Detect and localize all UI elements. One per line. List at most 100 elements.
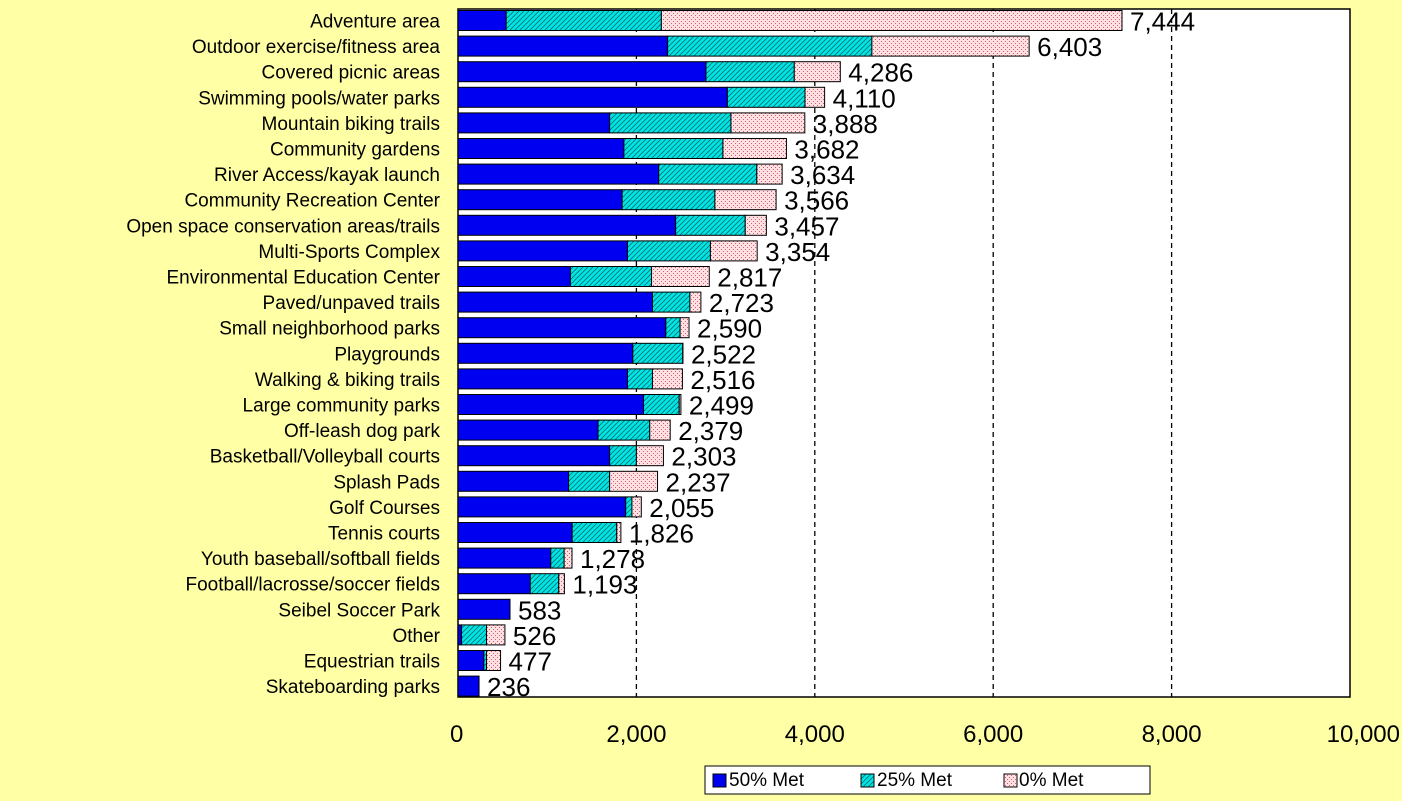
bar-25-met-football-lacrosse-soccer-fields: [530, 574, 559, 594]
bar-50-met-adventure-area: [458, 11, 506, 31]
bar-50-met-multi-sports-complex: [458, 241, 627, 261]
legend-swatch-50-met: [713, 774, 726, 787]
bar-50-met-other: [458, 625, 462, 645]
bar-25-met-small-neighborhood-parks: [666, 318, 680, 338]
bar-0-met-walking-biking-trails: [652, 369, 682, 389]
bar-0-met-youth-baseball-softball-fields: [564, 548, 572, 568]
bar-50-met-mountain-biking-trails: [458, 113, 610, 133]
bar-50-met-open-space-conservation-areas-trails: [458, 215, 676, 235]
legend-label-50-met: 50% Met: [729, 770, 805, 791]
category-label: Environmental Education Center: [166, 268, 440, 289]
bar-25-met-community-gardens: [624, 139, 723, 159]
bar-25-met-river-access-kayak-launch: [659, 164, 757, 184]
bar-50-met-skateboarding-parks: [458, 676, 479, 696]
category-label: Seibel Soccer Park: [278, 600, 440, 621]
category-label: Paved/unpaved trails: [263, 293, 440, 314]
category-label: Equestrian trails: [304, 652, 440, 673]
bar-0-met-multi-sports-complex: [710, 241, 757, 261]
legend-label-25-met: 25% Met: [877, 770, 953, 791]
total-label: 236: [487, 672, 530, 702]
legend-swatch-25-met: [861, 774, 874, 787]
bar-0-met-open-space-conservation-areas-trails: [745, 215, 766, 235]
legend-swatch-0-met: [1004, 774, 1017, 787]
bar-25-met-youth-baseball-softball-fields: [551, 548, 564, 568]
bar-25-met-swimming-pools-water-parks: [727, 87, 805, 107]
bar-25-met-mountain-biking-trails: [610, 113, 731, 133]
bar-0-met-football-lacrosse-soccer-fields: [559, 574, 565, 594]
bar-0-met-river-access-kayak-launch: [757, 164, 782, 184]
bar-50-met-swimming-pools-water-parks: [458, 87, 727, 107]
bar-0-met-community-recreation-center: [715, 190, 776, 210]
x-tick-label: 6,000: [963, 721, 1023, 748]
bar-0-met-environmental-education-center: [652, 267, 710, 287]
bar-50-met-community-recreation-center: [458, 190, 622, 210]
category-label: Walking & biking trails: [255, 370, 440, 391]
bar-0-met-paved-unpaved-trails: [690, 292, 701, 312]
bar-25-met-splash-pads: [569, 471, 610, 491]
category-label: Multi-Sports Complex: [258, 242, 440, 263]
bar-25-met-outdoor-exercise-fitness-area: [668, 36, 872, 56]
bar-0-met-tennis-courts: [617, 523, 621, 543]
bar-0-met-covered-picnic-areas: [794, 62, 840, 82]
category-label: Small neighborhood parks: [219, 319, 440, 340]
category-label: Skateboarding parks: [266, 677, 440, 698]
bar-0-met-mountain-biking-trails: [731, 113, 805, 133]
category-label: Open space conservation areas/trails: [126, 216, 440, 237]
category-label: Covered picnic areas: [262, 63, 440, 84]
category-label: River Access/kayak launch: [214, 165, 440, 186]
bar-25-met-multi-sports-complex: [627, 241, 710, 261]
bar-0-met-basketball-volleyball-courts: [636, 446, 663, 466]
category-label: Youth baseball/softball fields: [201, 549, 440, 570]
x-tick-label: 10,000: [1327, 721, 1400, 748]
bar-25-met-environmental-education-center: [570, 267, 651, 287]
legend-label-0-met: 0% Met: [1019, 770, 1084, 791]
category-label: Basketball/Volleyball courts: [210, 447, 440, 468]
bar-25-met-playgrounds: [633, 343, 683, 363]
x-tick-label: 0: [450, 721, 463, 748]
bar-50-met-basketball-volleyball-courts: [458, 446, 610, 466]
bar-0-met-equestrian-trails: [487, 651, 501, 671]
bar-50-met-playgrounds: [458, 343, 633, 363]
bar-0-met-off-leash-dog-park: [650, 420, 670, 440]
legend: 50% Met 25% Met 0% Met: [705, 766, 1150, 794]
bar-25-met-community-recreation-center: [622, 190, 715, 210]
category-label: Outdoor exercise/fitness area: [192, 37, 441, 58]
category-label: Community Recreation Center: [184, 191, 440, 212]
bar-50-met-golf-courses: [458, 497, 626, 517]
bar-0-met-community-gardens: [723, 139, 787, 159]
bar-25-met-paved-unpaved-trails: [652, 292, 689, 312]
bar-25-met-basketball-volleyball-courts: [610, 446, 637, 466]
category-label: Playgrounds: [334, 344, 440, 365]
bar-50-met-river-access-kayak-launch: [458, 164, 659, 184]
x-tick-label: 4,000: [785, 721, 845, 748]
bar-50-met-outdoor-exercise-fitness-area: [458, 36, 668, 56]
category-label: Off-leash dog park: [284, 421, 440, 442]
bar-25-met-tennis-courts: [572, 523, 617, 543]
category-label: Football/lacrosse/soccer fields: [186, 575, 441, 596]
bar-25-met-large-community-parks: [644, 395, 680, 415]
category-label: Mountain biking trails: [262, 114, 440, 135]
bar-50-met-off-leash-dog-park: [458, 420, 598, 440]
total-label: 1,193: [572, 570, 637, 600]
category-label: Adventure area: [310, 12, 440, 33]
total-label: 7,444: [1130, 7, 1195, 37]
category-label: Community gardens: [270, 140, 440, 161]
bar-50-met-tennis-courts: [458, 523, 572, 543]
bar-0-met-adventure-area: [661, 11, 1122, 31]
bar-50-met-splash-pads: [458, 471, 569, 491]
bar-50-met-football-lacrosse-soccer-fields: [458, 574, 530, 594]
category-labels: Adventure area Outdoor exercise/fitness a…: [126, 12, 440, 699]
bar-0-met-other: [487, 625, 505, 645]
bar-50-met-covered-picnic-areas: [458, 62, 706, 82]
bar-25-met-off-leash-dog-park: [598, 420, 650, 440]
category-label: Golf Courses: [329, 498, 440, 519]
bar-50-met-youth-baseball-softball-fields: [458, 548, 551, 568]
bar-0-met-golf-courses: [632, 497, 641, 517]
total-label: 6,403: [1037, 32, 1102, 62]
category-label: Large community parks: [243, 396, 440, 417]
bar-25-met-golf-courses: [626, 497, 632, 517]
category-label: Splash Pads: [333, 472, 440, 493]
bar-50-met-paved-unpaved-trails: [458, 292, 652, 312]
